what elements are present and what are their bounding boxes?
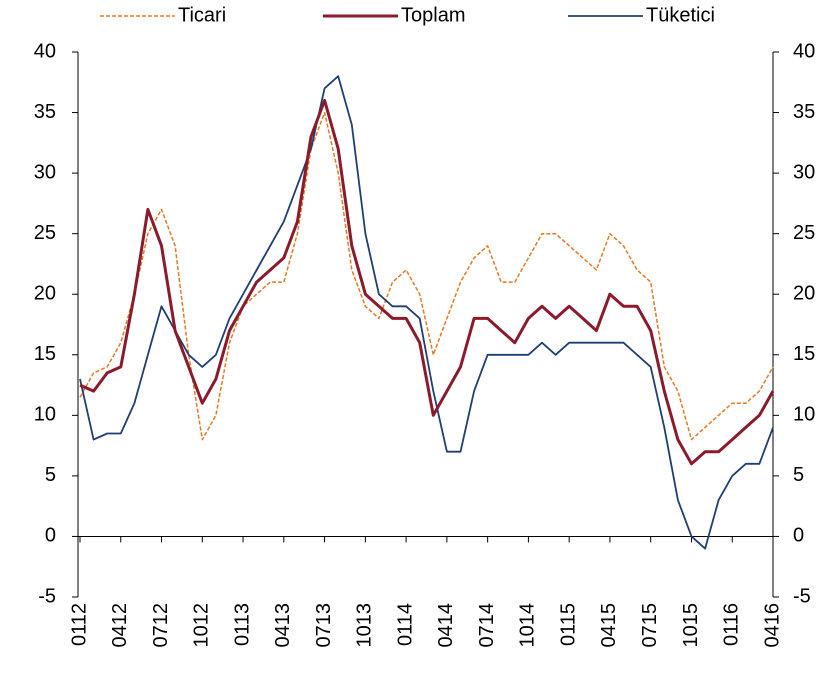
- x-tick-label: 1012: [191, 603, 213, 648]
- y-tick-label: 30: [34, 161, 56, 183]
- x-tick-label: 0715: [639, 603, 661, 648]
- y-tick-label: 35: [34, 101, 56, 123]
- x-tick-label: 1014: [517, 603, 539, 648]
- legend-label: Ticari: [178, 4, 226, 26]
- x-tick-label: 0113: [231, 603, 253, 646]
- y2-tick-label: 0: [793, 525, 804, 547]
- x-tick-label: 0116: [721, 603, 743, 646]
- x-tick-label: 0413: [272, 603, 294, 648]
- y-tick-label: 25: [34, 222, 56, 244]
- y2-tick-label: 5: [793, 464, 804, 486]
- y2-tick-label: 25: [793, 222, 815, 244]
- y-tick-label: 20: [34, 283, 56, 305]
- y2-tick-label: 15: [793, 343, 815, 365]
- x-tick-label: 1013: [354, 603, 376, 648]
- y2-tick-label: 35: [793, 101, 815, 123]
- legend-label: Tüketici: [646, 4, 715, 26]
- x-tick-label: 0412: [109, 603, 131, 648]
- x-tick-label: 0114: [394, 603, 416, 646]
- x-tick-label: 0112: [68, 603, 90, 646]
- x-tick-label: 0714: [476, 603, 498, 648]
- x-tick-label: 1015: [680, 603, 702, 648]
- y-tick-label: 15: [34, 343, 56, 365]
- series-line: [79, 98, 775, 466]
- x-tick-label: 0712: [150, 603, 172, 648]
- y-tick-label: -5: [38, 585, 56, 607]
- y2-tick-label: 20: [793, 283, 815, 305]
- legend-label: Toplam: [401, 4, 465, 26]
- x-tick-label: 0115: [557, 603, 579, 646]
- y-tick-label: 40: [34, 40, 56, 62]
- y-tick-label: 0: [45, 525, 56, 547]
- y2-tick-label: 10: [793, 404, 815, 426]
- x-tick-label: 0415: [598, 603, 620, 648]
- y2-tick-label: -5: [793, 585, 811, 607]
- y2-tick-label: 40: [793, 40, 815, 62]
- y-tick-label: 5: [45, 464, 56, 486]
- y2-tick-label: 30: [793, 161, 815, 183]
- x-tick-label: 0713: [313, 603, 335, 648]
- x-tick-label: 0416: [761, 603, 783, 648]
- series-line: [79, 75, 774, 550]
- y-tick-label: 10: [34, 404, 56, 426]
- x-tick-label: 0414: [435, 603, 457, 648]
- series-line: [79, 111, 774, 441]
